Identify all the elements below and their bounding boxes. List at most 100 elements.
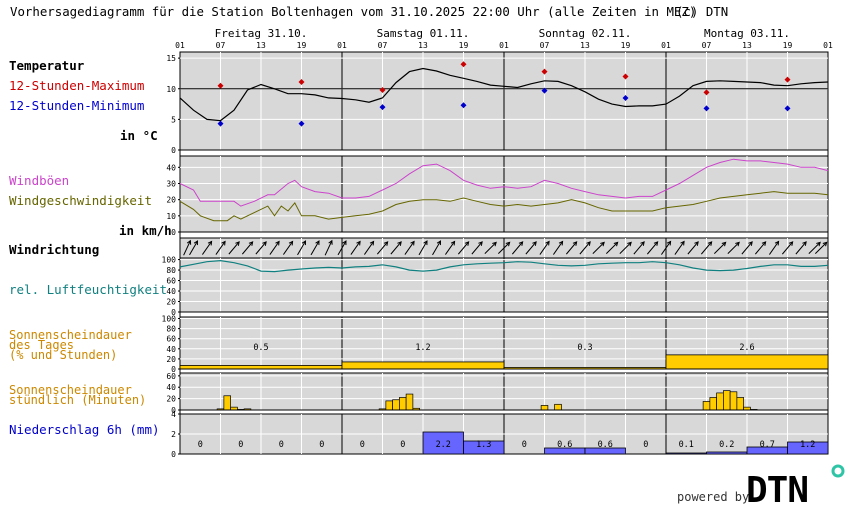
dtn-logo-dot bbox=[831, 464, 845, 478]
winddir-arrow bbox=[283, 240, 294, 255]
label-gusts: Windböen bbox=[9, 173, 69, 188]
winddir-arrow-head bbox=[640, 241, 645, 246]
separator-wind-dir bbox=[179, 231, 829, 239]
sun-hourly-bar bbox=[399, 397, 407, 411]
precip-value-label: 0.2 bbox=[719, 440, 734, 450]
precip-value-label: 0 bbox=[238, 440, 243, 450]
winddir-arrow bbox=[525, 241, 537, 255]
winddir-arrow-head bbox=[613, 241, 619, 247]
winddir-arrow-head bbox=[356, 240, 361, 246]
winddir-arrow-shaft bbox=[497, 241, 511, 255]
precip-value-label: 1.2 bbox=[800, 440, 815, 450]
winddir-arrow-shaft bbox=[183, 240, 191, 256]
hour-tick-label: 07 bbox=[378, 41, 388, 50]
winddir-arrow-head bbox=[586, 241, 591, 246]
winddir-arrow-head bbox=[707, 241, 713, 246]
label-sun-hour-1: Sonnenscheindauer bbox=[9, 383, 132, 397]
sun-hourly-bar bbox=[405, 393, 414, 411]
winddir-arrow-head bbox=[450, 240, 456, 246]
sun-hourly-bar bbox=[385, 400, 393, 411]
tmax-point bbox=[217, 82, 224, 89]
winddir-arrow-shaft bbox=[687, 241, 699, 255]
precip-value-label: 0 bbox=[400, 440, 405, 450]
winddir-arrow-head bbox=[518, 241, 524, 246]
precip-panel-ytick-label: 4 bbox=[171, 410, 176, 419]
winddir-arrow-shaft bbox=[471, 241, 483, 255]
winddir-arrow-shaft bbox=[808, 241, 821, 255]
winddir-arrow-head bbox=[532, 241, 537, 246]
humidity-series-line bbox=[179, 259, 829, 273]
winddir-arrow-shaft bbox=[795, 241, 807, 255]
winddir-arrow bbox=[661, 240, 672, 255]
tmin-point bbox=[541, 87, 548, 94]
winddir-arrow bbox=[376, 241, 389, 255]
winddir-arrow bbox=[565, 241, 578, 255]
sun-daily-bar bbox=[341, 361, 505, 370]
winddir-arrow-shaft bbox=[754, 241, 767, 255]
winddir-arrow-head bbox=[788, 241, 794, 246]
winddir-arrow-head bbox=[816, 241, 821, 247]
label-sun-day-2: des Tages bbox=[9, 338, 74, 352]
winddir-arrow bbox=[484, 241, 497, 255]
winddir-arrow bbox=[445, 240, 456, 255]
winddir-arrow bbox=[700, 241, 713, 255]
hour-tick-label: 01 bbox=[499, 41, 509, 50]
gusts-series-line bbox=[179, 158, 829, 207]
winddir-arrow bbox=[404, 240, 415, 255]
precip-value-label: 0.6 bbox=[557, 440, 572, 450]
precip-value-label: 1.3 bbox=[476, 440, 491, 450]
winddir-arrow-head bbox=[558, 240, 564, 246]
winddir-arrow-head bbox=[822, 241, 828, 247]
humidity-panel-ytick-label: 0 bbox=[171, 308, 176, 317]
winddir-arrow-head bbox=[315, 240, 320, 246]
hour-tick-label: 07 bbox=[540, 41, 550, 50]
day-label-sa: Samstag 01.11. bbox=[377, 27, 470, 40]
hour-tick-label: 01 bbox=[661, 41, 671, 50]
humidity-panel-ytick-label: 80 bbox=[166, 266, 176, 275]
sun-hourly-bar bbox=[723, 390, 731, 411]
precip-value-label: 0 bbox=[198, 440, 203, 450]
winddir-arrow-head bbox=[492, 241, 497, 247]
sun-hourly-bar bbox=[223, 395, 231, 411]
label-sun-hour-2: stündlich (Minuten) bbox=[9, 393, 146, 407]
precip-value-label: 0 bbox=[279, 440, 284, 450]
winddir-arrow-shaft bbox=[350, 241, 361, 255]
winddir-arrow-head bbox=[694, 241, 699, 246]
hour-tick-label: 19 bbox=[783, 41, 793, 50]
winddir-arrow-shaft bbox=[283, 241, 293, 255]
precip-bar bbox=[665, 452, 707, 455]
winddir-arrow bbox=[619, 241, 632, 255]
winddir-arrow-shaft bbox=[189, 240, 198, 256]
winddir-arrow bbox=[324, 239, 333, 256]
copyright: (c) DTN bbox=[676, 4, 728, 19]
humidity-panel-ytick-label: 60 bbox=[166, 277, 176, 286]
tmax-point bbox=[379, 86, 386, 93]
tmax-point bbox=[541, 68, 548, 75]
winddir-arrow-shaft bbox=[445, 241, 455, 255]
winddir-arrow-shaft bbox=[269, 241, 280, 255]
winddir-arrow-head bbox=[478, 241, 483, 246]
winddir-arrow-shaft bbox=[661, 241, 671, 255]
winddir-arrow-head bbox=[186, 239, 192, 245]
winddir-arrow bbox=[539, 240, 550, 255]
hour-tick-label: 07 bbox=[216, 41, 226, 50]
winddir-arrow bbox=[418, 240, 428, 256]
sun-daily-panel-ytick-label: 20 bbox=[166, 355, 176, 364]
tmin-point bbox=[460, 102, 467, 109]
winddir-arrow bbox=[814, 241, 828, 255]
winddir-arrow bbox=[390, 241, 402, 255]
label-tmin: 12-Stunden-Minimum bbox=[9, 98, 144, 113]
winddir-arrow bbox=[808, 241, 821, 255]
winddir-arrow bbox=[497, 241, 511, 255]
day-label-so: Sonntag 02.11. bbox=[539, 27, 632, 40]
hour-tick-label: 01 bbox=[337, 41, 347, 50]
sun-hourly-panel-ytick-label: 40 bbox=[166, 383, 176, 392]
winddir-arrow bbox=[471, 241, 483, 255]
winddir-arrow bbox=[255, 241, 267, 255]
winddir-arrow-head bbox=[464, 241, 470, 246]
precip-panel-ytick-label: 2 bbox=[171, 430, 176, 439]
winddir-arrow bbox=[741, 241, 753, 255]
humidity-panel-ytick-label: 100 bbox=[162, 256, 177, 265]
precip-value-label: 0 bbox=[643, 440, 648, 450]
winddir-arrow bbox=[202, 240, 213, 255]
